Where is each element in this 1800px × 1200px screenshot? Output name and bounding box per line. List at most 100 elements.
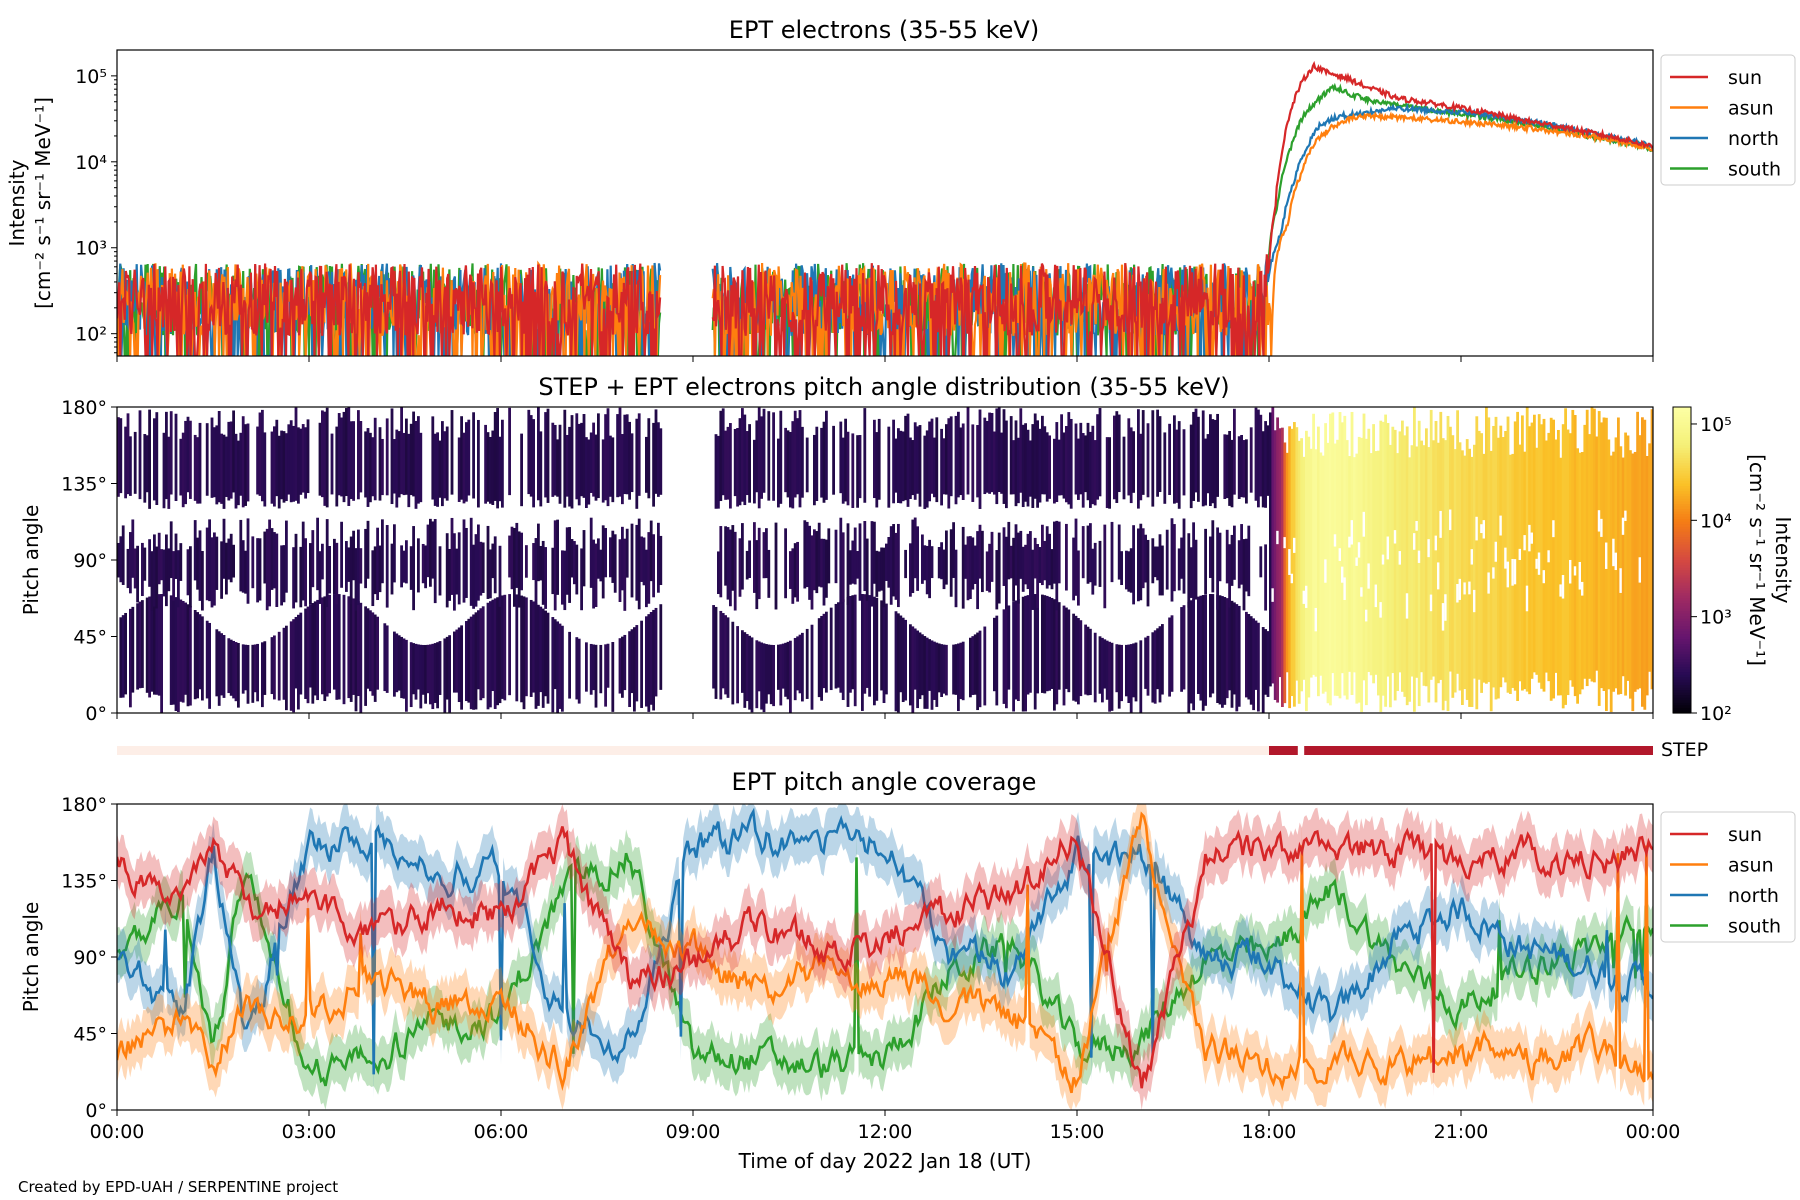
- heat-cell: [119, 536, 123, 583]
- heat-cell: [966, 407, 970, 495]
- heat-cell: [822, 613, 826, 689]
- heat-cell: [1590, 407, 1594, 682]
- heat-cell: [1050, 549, 1054, 590]
- heat-hole: [1559, 584, 1563, 597]
- heat-cell: [477, 524, 480, 601]
- colorbar-cell: [1673, 705, 1691, 709]
- colorbar-cell: [1673, 577, 1691, 581]
- heat-cell: [520, 595, 523, 703]
- heat-cell: [1305, 430, 1308, 712]
- heat-cell: [1146, 635, 1150, 696]
- heat-cell: [935, 417, 939, 503]
- heat-cell: [1645, 455, 1649, 696]
- heat-cell: [930, 640, 934, 710]
- heat-cell: [256, 538, 259, 603]
- heat-cell: [465, 422, 468, 502]
- heat-cell: [227, 538, 231, 580]
- heat-cell: [952, 644, 955, 695]
- heat-cell: [520, 532, 523, 591]
- heat-cell: [1117, 644, 1121, 709]
- heat-hole: [1499, 515, 1503, 536]
- heat-cell: [205, 527, 209, 601]
- heat-cell: [373, 546, 377, 595]
- heat-cell: [119, 617, 123, 698]
- heat-cell: [453, 533, 456, 611]
- heat-cell: [208, 519, 211, 602]
- heat-cell: [647, 532, 651, 604]
- heat-cell: [222, 518, 226, 579]
- heat-hole: [1511, 558, 1515, 586]
- heat-cell: [594, 434, 598, 501]
- heat-cell: [551, 422, 555, 497]
- heat-cell: [621, 636, 624, 698]
- heat-hole: [1413, 533, 1416, 550]
- heat-cell: [1038, 428, 1042, 503]
- heat-cell: [743, 414, 747, 506]
- heat-cell: [445, 426, 449, 501]
- heat-cell: [364, 606, 367, 706]
- heat-cell: [484, 424, 487, 504]
- heat-cell: [1098, 408, 1102, 497]
- heat-cell: [997, 407, 1001, 493]
- heat-hole: [1482, 520, 1486, 539]
- heat-cell: [371, 437, 375, 497]
- heat-cell: [232, 410, 235, 493]
- heat-cell: [126, 548, 130, 589]
- heat-cell: [942, 549, 946, 590]
- heat-cell: [285, 520, 288, 593]
- heat-hole: [1537, 552, 1541, 575]
- heat-cell: [1110, 521, 1114, 583]
- heat-cell: [1415, 446, 1419, 678]
- heat-cell: [1233, 602, 1236, 695]
- heat-cell: [1261, 431, 1265, 508]
- heat-cell: [141, 542, 144, 597]
- colorbar-cell: [1673, 575, 1691, 579]
- heat-cell: [1081, 526, 1085, 579]
- colorbar-cell: [1673, 547, 1691, 551]
- series-line-sun: [117, 826, 1653, 1089]
- colorbar-cell: [1673, 483, 1691, 487]
- heat-cell: [606, 643, 610, 688]
- heat-cell: [913, 422, 917, 500]
- heat-hole: [1415, 521, 1419, 531]
- heat-cell: [964, 544, 967, 579]
- heat-cell: [561, 550, 564, 605]
- xtick-label: 15:00: [1050, 1121, 1105, 1143]
- heat-cell: [729, 529, 732, 607]
- heat-cell: [263, 641, 267, 695]
- heat-cell: [1156, 409, 1159, 497]
- colorbar-cell: [1673, 616, 1691, 620]
- ytick-label: 45°: [73, 627, 107, 649]
- heat-cell: [328, 545, 331, 594]
- heat-cell: [1000, 432, 1003, 494]
- legend-label-sun: sun: [1728, 824, 1762, 846]
- heat-cell: [839, 421, 843, 494]
- heat-cell: [628, 421, 631, 500]
- heat-cell: [573, 541, 576, 585]
- heat-cell: [957, 643, 960, 712]
- heat-cell: [1540, 424, 1543, 689]
- heat-cell: [1021, 596, 1025, 712]
- colorbar-cell: [1673, 700, 1691, 704]
- heat-cell: [244, 424, 247, 506]
- heat-cell: [657, 422, 660, 497]
- heat-cell: [1110, 642, 1114, 711]
- heat-cell: [1005, 607, 1008, 709]
- heat-cell: [436, 642, 439, 709]
- heat-cell: [1033, 413, 1037, 499]
- heat-cell: [1453, 449, 1457, 693]
- heat-cell: [1170, 518, 1174, 602]
- heat-cell: [1295, 427, 1299, 681]
- heat-cell: [937, 643, 941, 693]
- heat-cell: [1057, 602, 1061, 690]
- heat-cell: [621, 434, 624, 505]
- heat-cell: [736, 427, 739, 507]
- heat-cell: [275, 533, 279, 607]
- heat-cell: [493, 536, 497, 594]
- colorbar-cell: [1673, 429, 1691, 434]
- heat-cell: [1499, 425, 1503, 688]
- heat-cell: [395, 429, 399, 508]
- heat-hole: [1305, 585, 1308, 608]
- heat-cell: [870, 521, 874, 607]
- heat-cell: [335, 594, 339, 700]
